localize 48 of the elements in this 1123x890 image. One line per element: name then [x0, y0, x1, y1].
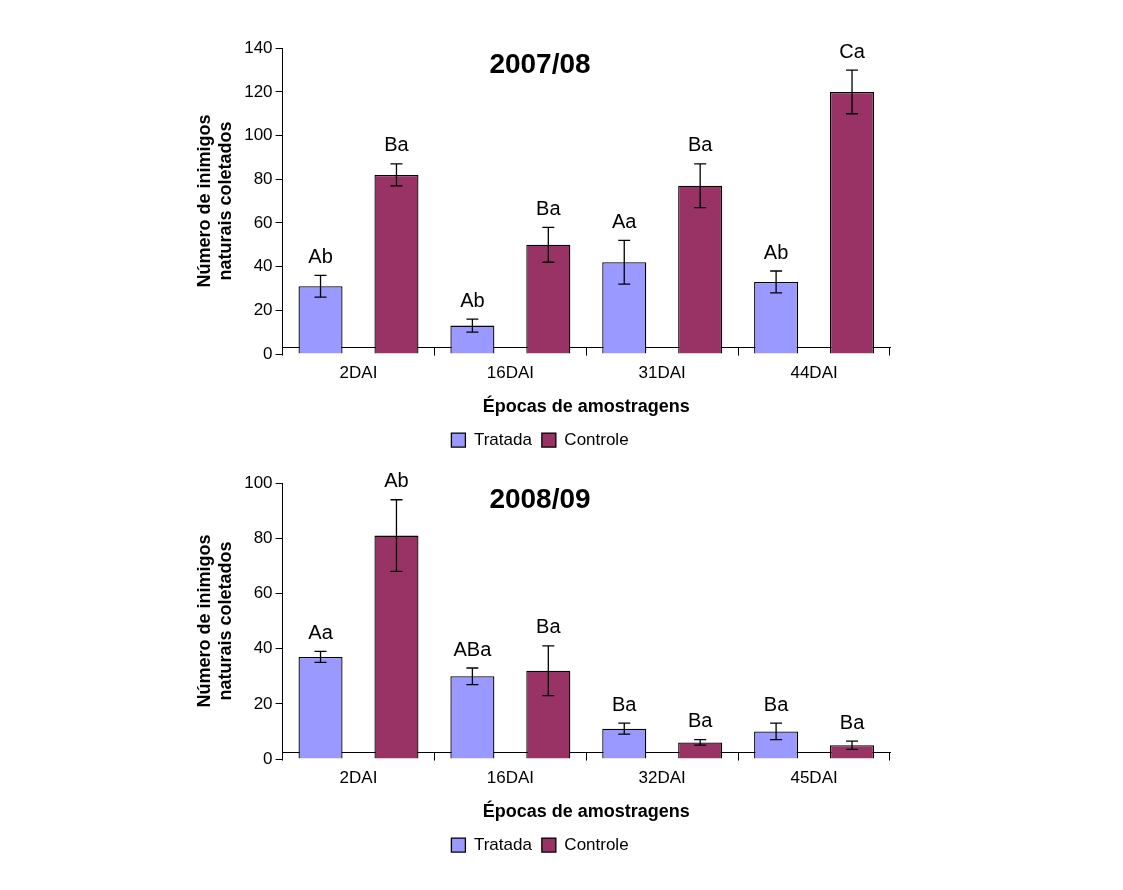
- data-label: Ba: [612, 692, 638, 715]
- x-tick-label: 2DAI: [339, 363, 378, 383]
- y-tick-label: 20: [253, 693, 273, 713]
- y-tick-label: 40: [253, 638, 273, 658]
- data-label: Ba: [839, 710, 866, 733]
- data-label: Ab: [460, 288, 485, 311]
- chart-title: 2007/08: [489, 47, 591, 79]
- data-label: Ba: [687, 709, 714, 732]
- y-tick-label: 60: [253, 212, 273, 232]
- x-axis-title: Épocas de amostragens: [482, 394, 690, 416]
- y-tick-label: 80: [253, 168, 273, 188]
- x-tick-label: 45DAI: [790, 768, 838, 788]
- x-tick-label: 44DAI: [790, 363, 838, 383]
- y-tick-label: 100: [244, 472, 273, 492]
- x-tick-label: 16DAI: [486, 363, 534, 383]
- data-label: Ab: [308, 244, 333, 267]
- data-label: Ba: [384, 133, 410, 156]
- legend-label: Tratada: [473, 429, 533, 449]
- y-tick-label: 120: [244, 81, 273, 101]
- data-label: Aa: [308, 620, 334, 643]
- x-axis-title: Épocas de amostragens: [482, 799, 690, 821]
- y-tick-label: 0: [263, 748, 273, 768]
- data-label: ABa: [453, 637, 493, 660]
- y-tick-label: 40: [253, 256, 273, 276]
- data-label: Ab: [763, 240, 789, 263]
- data-label: Ba: [763, 692, 790, 715]
- data-label: Ba: [687, 133, 714, 156]
- y-tick-label: 20: [253, 300, 273, 319]
- y-tick-label: 140: [244, 37, 273, 57]
- data-label: Ba: [536, 615, 562, 638]
- y-tick-label: 100: [244, 125, 273, 145]
- y-tick-label: 0: [263, 343, 273, 363]
- data-label: Ba: [536, 196, 562, 219]
- y-tick-label: 80: [253, 528, 273, 548]
- x-tick-label: 32DAI: [638, 768, 686, 788]
- data-label: Ab: [384, 469, 409, 492]
- x-tick-label: 31DAI: [638, 363, 686, 383]
- data-label: Ca: [839, 39, 866, 62]
- data-label: Aa: [612, 209, 638, 232]
- x-tick-label: 16DAI: [486, 768, 534, 788]
- chart-title: 2008/09: [489, 482, 591, 514]
- x-tick-label: 2DAI: [339, 768, 378, 788]
- legend-label: Controle: [564, 429, 629, 449]
- y-axis-title: Número de inimigos naturais coletados: [193, 114, 236, 288]
- legend-label: Tratada: [473, 834, 533, 854]
- y-axis-title: Número de inimigos naturais coletados: [193, 534, 236, 708]
- y-tick-label: 60: [253, 583, 273, 603]
- legend-label: Controle: [564, 834, 629, 854]
